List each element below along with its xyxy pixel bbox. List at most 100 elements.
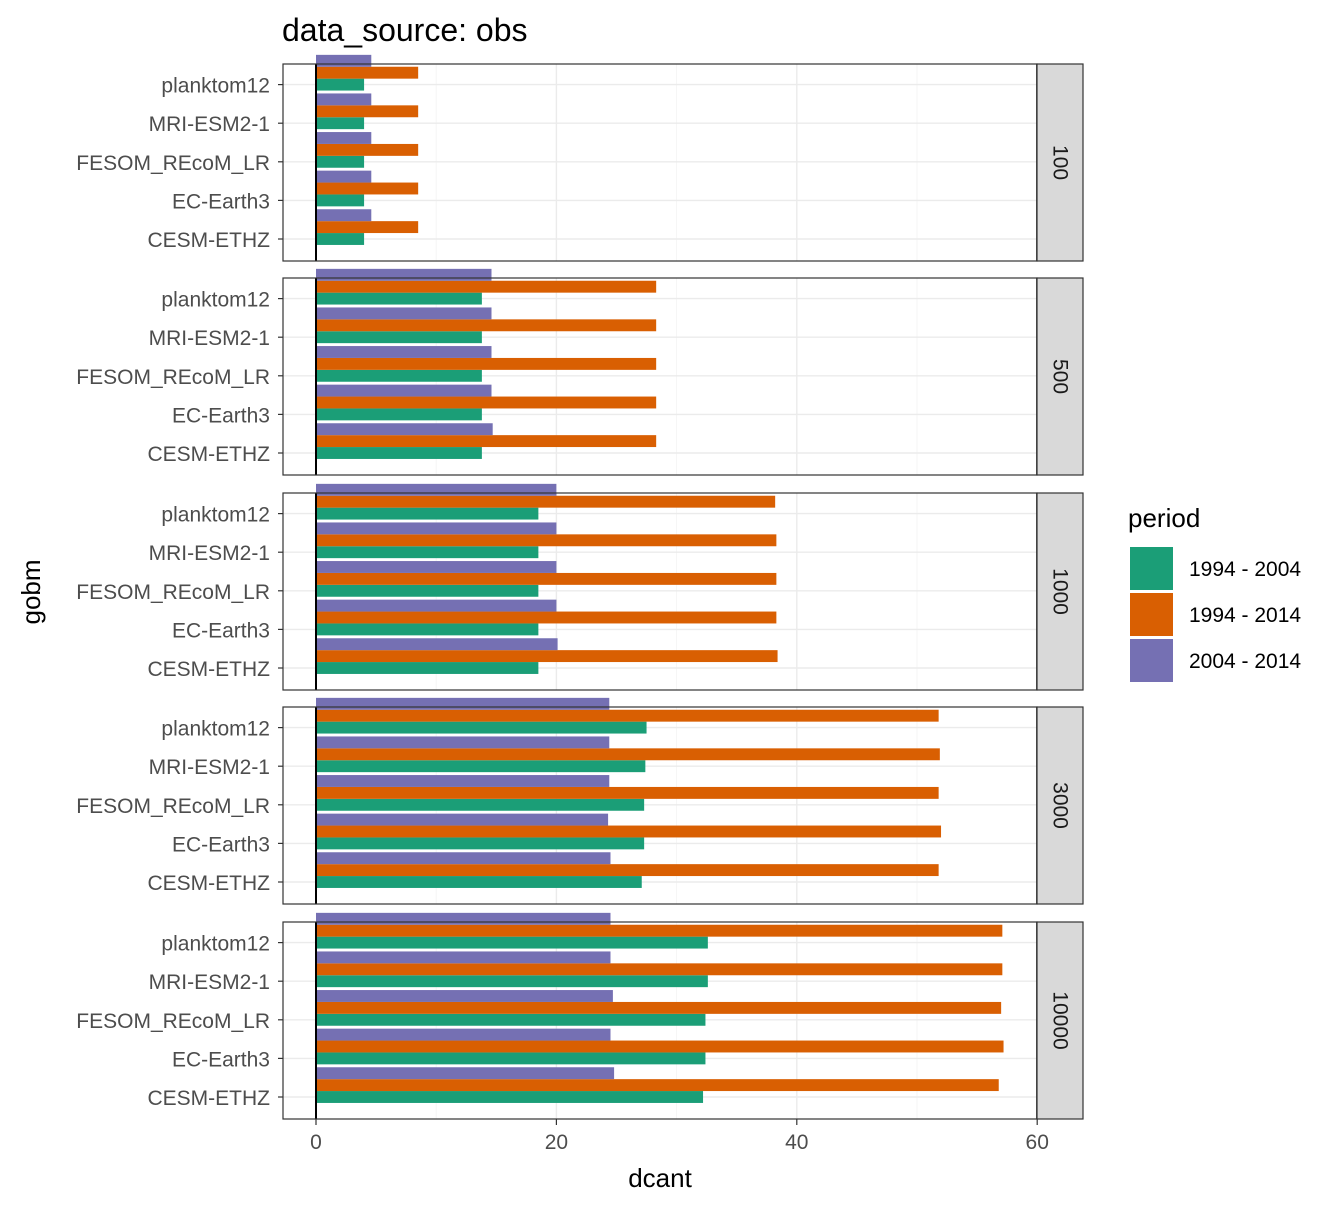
bar — [316, 1040, 1004, 1053]
bar — [316, 825, 942, 838]
x-tick-label: 40 — [785, 1131, 808, 1154]
bar — [316, 93, 372, 106]
y-tick-label: CESM-ETHZ — [148, 872, 271, 895]
facet-strip — [1036, 277, 1084, 476]
facet-strip-label: 3000 — [1049, 782, 1072, 829]
bar — [316, 572, 777, 585]
legend-item-label: 2004 - 2014 — [1189, 650, 1301, 673]
bar — [316, 483, 557, 496]
bar — [316, 912, 611, 925]
bar — [316, 546, 539, 559]
bar — [316, 384, 492, 397]
bar — [316, 837, 645, 850]
bar — [316, 522, 557, 535]
facet-strip — [1036, 63, 1084, 262]
x-tick-label: 20 — [545, 1131, 568, 1154]
bar — [316, 435, 657, 448]
bar — [316, 408, 482, 421]
legend-item-label: 1994 - 2014 — [1189, 604, 1301, 627]
y-tick-label: planktom12 — [161, 504, 270, 527]
y-tick-label: FESOM_REcoM_LR — [76, 1010, 270, 1033]
bar — [316, 1079, 999, 1092]
legend-key — [1130, 593, 1173, 636]
bar — [316, 963, 1003, 976]
bar — [316, 307, 492, 320]
y-tick-label: EC-Earth3 — [172, 1048, 270, 1071]
bar — [316, 221, 419, 234]
bar — [316, 736, 610, 749]
bar — [316, 447, 482, 459]
x-axis-title: dcant — [628, 1163, 692, 1193]
bar — [316, 876, 642, 888]
y-tick-label: EC-Earth3 — [172, 619, 270, 642]
bar — [316, 155, 365, 168]
facet-panel-500: CESM-ETHZ EC-Earth3 FESOM_REcoM_LR MRI-ESM2… — [76, 268, 1084, 476]
facet-panel-3000: CESM-ETHZ EC-Earth3 FESOM_REcoM_LR MRI-ESM2… — [76, 697, 1084, 905]
y-tick-label: MRI-ESM2-1 — [149, 327, 270, 350]
bar — [316, 1028, 611, 1041]
facet-strip-label: 100 — [1049, 145, 1072, 180]
legend-key — [1130, 639, 1173, 682]
bar — [316, 331, 482, 344]
y-tick-label: planktom12 — [161, 75, 270, 98]
y-tick-label: MRI-ESM2-1 — [149, 756, 270, 779]
bar — [316, 1001, 1002, 1014]
bar — [316, 66, 419, 79]
bar — [316, 786, 939, 799]
bar — [316, 495, 776, 508]
y-tick-label: FESOM_REcoM_LR — [76, 366, 270, 389]
bar — [316, 748, 940, 761]
bar — [316, 638, 558, 651]
bar — [316, 852, 611, 865]
y-tick-label: CESM-ETHZ — [148, 443, 271, 466]
bar — [316, 775, 610, 787]
bar — [316, 697, 610, 710]
bar — [316, 396, 657, 409]
bar — [316, 584, 539, 597]
facet-panel-1000: CESM-ETHZ EC-Earth3 FESOM_REcoM_LR MRI-ESM2… — [76, 483, 1084, 691]
bar — [316, 280, 657, 293]
y-tick-label: planktom12 — [161, 289, 270, 312]
legend: period 1994 - 2004 1994 - 2014 2004 - 2014 — [1128, 503, 1301, 682]
bar — [316, 650, 778, 663]
bar — [316, 194, 365, 207]
y-tick-label: EC-Earth3 — [172, 833, 270, 856]
y-tick-label: CESM-ETHZ — [148, 1087, 271, 1110]
bar — [316, 170, 372, 183]
bar — [316, 268, 492, 281]
bar — [316, 319, 657, 332]
facet-strip — [1036, 921, 1084, 1120]
bar — [316, 599, 557, 612]
bar — [316, 1091, 704, 1103]
bar — [316, 346, 492, 358]
facet-panel-10000: CESM-ETHZ EC-Earth3 FESOM_REcoM_LR MRI-ESM2… — [76, 912, 1084, 1120]
bar — [316, 709, 939, 722]
bar — [316, 209, 372, 222]
bar — [316, 975, 708, 988]
bar — [316, 813, 609, 826]
y-tick-label: CESM-ETHZ — [148, 658, 271, 681]
bar — [316, 78, 365, 91]
bar — [316, 507, 539, 520]
facet-strip-label: 500 — [1049, 359, 1072, 394]
bar — [316, 292, 482, 305]
y-tick-label: MRI-ESM2-1 — [149, 971, 270, 994]
facet-strip — [1036, 706, 1084, 905]
bar — [316, 924, 1003, 937]
facet-panels: CESM-ETHZ EC-Earth3 FESOM_REcoM_LR MRI-ESM2… — [76, 54, 1084, 1120]
y-tick-label: planktom12 — [161, 933, 270, 956]
y-tick-label: FESOM_REcoM_LR — [76, 152, 270, 175]
y-tick-label: EC-Earth3 — [172, 190, 270, 213]
bar — [316, 105, 419, 118]
bar — [316, 721, 647, 734]
bar — [316, 611, 777, 624]
bar — [316, 936, 708, 949]
bar — [316, 233, 365, 245]
y-tick-label: EC-Earth3 — [172, 404, 270, 427]
bar — [316, 798, 645, 811]
x-tick-label: 0 — [310, 1131, 322, 1154]
x-tick-label: 60 — [1026, 1131, 1049, 1154]
y-tick-label: FESOM_REcoM_LR — [76, 581, 270, 604]
